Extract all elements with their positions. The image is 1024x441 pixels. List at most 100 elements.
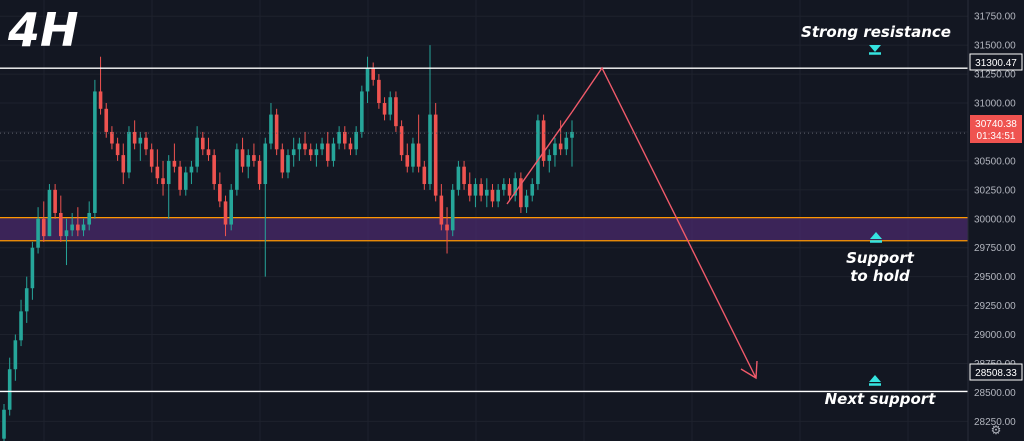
candle-body	[507, 184, 512, 196]
candle-body	[70, 224, 74, 231]
candle-body	[553, 143, 557, 156]
resistance-price-tag	[969, 53, 1023, 71]
candle-body	[394, 97, 398, 127]
y-tick-label: 29500.00	[974, 272, 1016, 283]
support-zone	[0, 217, 968, 242]
candle-body	[558, 143, 563, 150]
resistance-price-tag-text: 31300.47	[975, 58, 1017, 69]
candle-body	[530, 184, 535, 196]
candle-body	[519, 178, 523, 208]
candle-body	[195, 137, 199, 167]
current-price-tag	[970, 115, 1022, 143]
y-tick-label: 29250.00	[974, 301, 1016, 312]
candle-body	[570, 131, 574, 138]
candle-body	[308, 149, 313, 156]
candle-body	[291, 149, 296, 156]
resistance-annotation: Strong resistance	[801, 23, 951, 41]
candle-body	[325, 143, 330, 161]
candle-body	[30, 247, 35, 289]
candle-body	[456, 166, 461, 190]
candle-body	[19, 311, 23, 341]
candles	[2, 45, 574, 441]
candle-body	[229, 189, 233, 225]
candle-body	[473, 184, 478, 196]
candle-body	[263, 143, 268, 185]
candle-body	[212, 155, 216, 185]
candle-body	[246, 155, 251, 167]
candle-body	[7, 369, 12, 410]
candle-body	[297, 143, 302, 150]
candle-body	[41, 218, 46, 237]
candle-body	[47, 189, 52, 237]
candle-body	[360, 91, 364, 132]
candle-body	[138, 137, 143, 144]
candle-body	[161, 178, 165, 185]
candle-body	[331, 143, 336, 161]
candle-body	[377, 79, 381, 104]
candle-body	[87, 212, 91, 225]
candle-body	[485, 189, 489, 196]
candle-body	[450, 189, 455, 231]
candle-body	[303, 143, 307, 150]
candle-body	[121, 155, 126, 173]
candle-body	[252, 155, 256, 161]
candle-body	[104, 108, 109, 132]
next-support-price-tag	[969, 363, 1023, 381]
candle-body	[411, 143, 415, 167]
y-tick-label: 28250.00	[974, 417, 1016, 428]
candle-body	[189, 166, 194, 173]
y-tick-label: 29750.00	[974, 243, 1016, 254]
candle-body	[166, 160, 171, 185]
candle-body	[274, 114, 279, 150]
candle-body	[218, 184, 222, 202]
next-support-annotation: Next support	[825, 390, 937, 408]
candle-body	[416, 143, 421, 167]
y-tick-label: 30500.00	[974, 156, 1016, 167]
y-tick-label: 31000.00	[974, 99, 1016, 110]
candle-body	[541, 120, 546, 161]
candle-body	[53, 189, 57, 213]
candle-body	[462, 166, 466, 185]
candle-body	[502, 184, 506, 190]
candle-body	[155, 166, 160, 179]
y-tick-label: 31250.00	[974, 70, 1016, 81]
price-tags: 31300.47 30740.38 01:34:51 28508.33	[969, 53, 1023, 381]
candle-body	[422, 166, 427, 185]
y-tick-label: 28500.00	[974, 388, 1016, 399]
candle-body	[382, 103, 387, 115]
arrow-up-marker	[870, 232, 882, 239]
candle-body	[479, 184, 483, 196]
candle-body	[439, 195, 444, 225]
candle-body	[183, 172, 188, 190]
projection-drawing	[506, 66, 758, 380]
arrow-down-marker	[869, 45, 881, 52]
next-support-price-tag-text: 28508.33	[975, 368, 1017, 379]
y-tick-label: 31500.00	[974, 41, 1016, 52]
candle-body	[354, 131, 358, 150]
candle-body	[428, 114, 432, 185]
candle-body	[564, 137, 569, 150]
candle-body	[399, 126, 404, 156]
candle-body	[240, 149, 245, 167]
candle-body	[93, 91, 97, 213]
projection-arrow	[571, 66, 757, 379]
gear-icon[interactable]: ⚙	[991, 423, 1002, 437]
candle-body	[149, 149, 154, 167]
candle-body	[36, 218, 40, 248]
candle-body	[337, 131, 341, 144]
candle-body	[445, 224, 449, 231]
candle-body	[144, 137, 148, 150]
y-tick-label: 30000.00	[974, 214, 1016, 225]
candle-body	[98, 91, 103, 109]
current-price-text: 30740.38	[975, 119, 1017, 130]
candle-body	[206, 149, 211, 156]
candle-body	[24, 288, 29, 312]
candle-countdown-text: 01:34:51	[977, 131, 1016, 142]
candle-body	[13, 340, 18, 370]
candle-body	[110, 131, 114, 144]
candle-body	[115, 143, 120, 156]
candle-body	[286, 155, 290, 173]
support-annotation-line2: to hold	[850, 267, 910, 285]
